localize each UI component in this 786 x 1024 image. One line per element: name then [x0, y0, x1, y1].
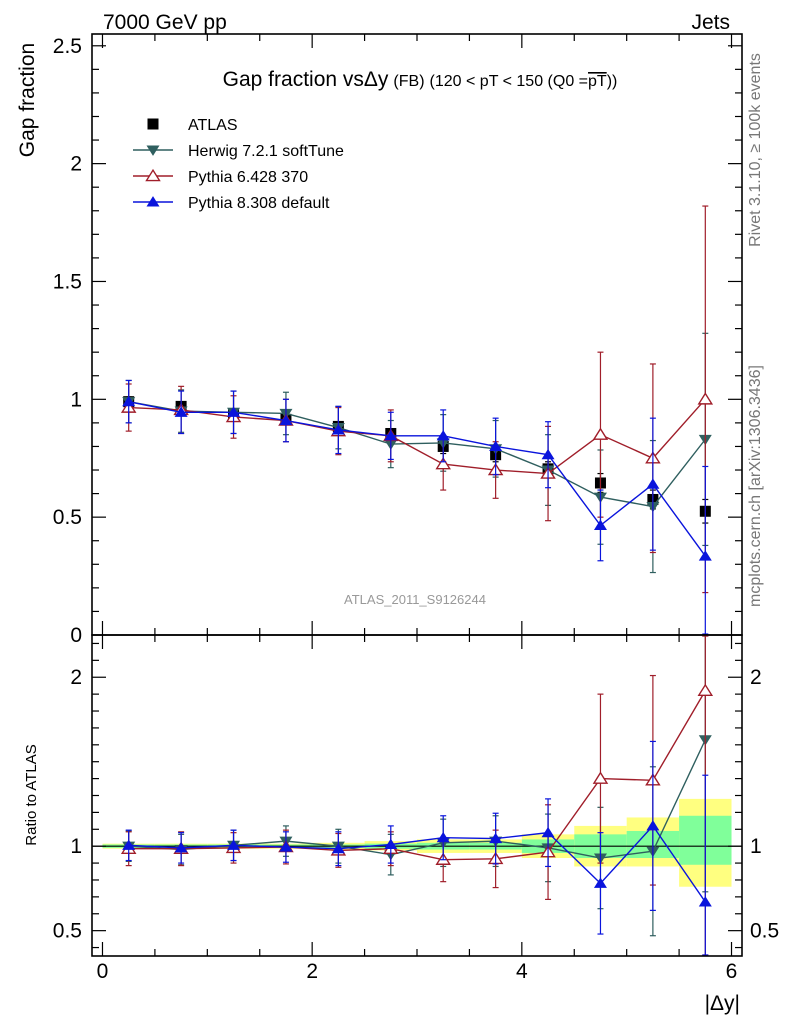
watermark: ATLAS_2011_S9126244 — [344, 592, 486, 607]
series-pythia-6-428-370 — [120, 205, 714, 594]
x-tick-label: 0 — [97, 960, 109, 983]
legend: ATLAS Herwig 7.2.1 softTune Pythia 6.428 3… — [133, 117, 344, 212]
data-point — [697, 392, 714, 405]
title-close: )) — [607, 73, 618, 90]
rivet-label: Rivet 3.1.10, ≥ 100k events — [747, 53, 764, 247]
data-point — [592, 427, 609, 440]
main-y-ticks: 0 0.5 1 1.5 2 2.5 — [53, 34, 742, 647]
x-tick-label: 2 — [306, 960, 318, 983]
x-tick-label: 4 — [516, 960, 528, 983]
series-line — [128, 824, 706, 903]
data-point — [174, 406, 188, 417]
title-delta: Δy — [364, 68, 389, 91]
energy-label: 7000 GeV pp — [103, 11, 227, 34]
legend-marker — [145, 168, 161, 182]
data-point — [227, 406, 241, 417]
y-tick-label: 1.5 — [53, 270, 82, 293]
title-cut: (120 < pT < 150 (Q0 = — [430, 73, 588, 90]
data-point — [227, 839, 241, 850]
ratio-panel: Ratio to ATLAS 0.5 0.5 1 1 2 2 0 2 4 6 |Δy| — [23, 634, 779, 1015]
series-line — [128, 398, 706, 475]
data-point — [331, 424, 345, 435]
y-tick-label: 1 — [70, 835, 82, 858]
legend-marker — [147, 118, 159, 130]
process-label: Jets — [691, 11, 730, 34]
series-line — [128, 400, 706, 557]
data-point — [697, 683, 714, 697]
series-herwig-7-2-1-softtune — [122, 332, 712, 574]
y-tick-label: 0.5 — [53, 920, 82, 943]
data-point — [384, 429, 398, 441]
main-y-axis-label: Gap fraction — [16, 43, 39, 157]
title-fb: (FB) — [393, 73, 424, 90]
x-tick-label: 6 — [726, 960, 738, 983]
data-point — [646, 478, 660, 489]
legend-label: Herwig 7.2.1 softTune — [188, 143, 344, 160]
series-pythia-8-308-default — [122, 379, 712, 635]
series-herwig-7-2-1-softtune — [122, 635, 712, 937]
series-atlas — [123, 396, 711, 524]
legend-item: Pythia 6.428 370 — [133, 168, 308, 186]
y-tick-label: 0 — [70, 624, 82, 647]
legend-label: ATLAS — [188, 117, 238, 134]
x-axis-label: |Δy| — [705, 992, 740, 1015]
data-point — [174, 842, 188, 853]
series-line — [128, 690, 706, 861]
main-series — [120, 205, 714, 635]
ratio-frame — [91, 634, 743, 957]
series-pythia-8-308-default — [122, 740, 712, 956]
ratio-ticks: 0.5 0.5 1 1 2 2 0 2 4 6 — [53, 635, 779, 983]
data-point — [279, 414, 293, 426]
data-point — [436, 429, 450, 441]
data-point — [698, 550, 712, 561]
legend-label: Pythia 6.428 370 — [188, 169, 308, 186]
legend-item: ATLAS — [147, 117, 238, 134]
title-pt: pT — [588, 73, 607, 90]
legend-item: Pythia 8.308 default — [133, 195, 330, 212]
data-point — [698, 896, 712, 907]
y-tick-label-right: 0.5 — [750, 920, 779, 943]
ratio-y-axis-label: Ratio to ATLAS — [23, 744, 40, 845]
data-point — [593, 877, 607, 888]
data-point — [122, 839, 136, 850]
data-point — [541, 826, 555, 838]
data-point — [279, 841, 293, 852]
series-pythia-6-428-370 — [120, 635, 714, 956]
y-tick-label-right: 1 — [750, 835, 762, 858]
data-point — [646, 820, 660, 831]
data-point — [489, 440, 503, 452]
y-tick-label: 1 — [70, 388, 82, 411]
data-point — [592, 771, 609, 784]
data-point — [435, 456, 451, 470]
legend-marker — [146, 196, 160, 207]
data-point — [331, 842, 345, 854]
y-tick-label: 2.5 — [53, 35, 82, 58]
legend-marker — [146, 145, 160, 156]
y-tick-label: 2 — [70, 666, 82, 689]
data-point — [541, 448, 555, 460]
ratio-series — [120, 635, 714, 956]
chart-title: Gap fraction vsΔy (FB) (120 < pT < 150 (Q0… — [223, 68, 618, 91]
main-panel: Gap fraction Gap fraction vsΔy (FB) (120 <… — [16, 33, 743, 647]
title-main: Gap fraction vs — [223, 68, 364, 91]
y-tick-label-right: 2 — [750, 666, 762, 689]
data-point — [593, 519, 607, 530]
data-point — [436, 831, 450, 843]
mcplots-label: mcplots.cern.ch [arXiv:1306.3436] — [747, 365, 764, 607]
legend-label: Pythia 8.308 default — [188, 195, 330, 212]
y-tick-label: 0.5 — [53, 506, 82, 529]
series-line — [128, 400, 706, 508]
data-point — [122, 395, 136, 407]
data-point — [489, 832, 503, 844]
y-tick-label: 2 — [70, 153, 82, 176]
data-point — [384, 838, 398, 850]
legend-item: Herwig 7.2.1 softTune — [133, 143, 344, 160]
